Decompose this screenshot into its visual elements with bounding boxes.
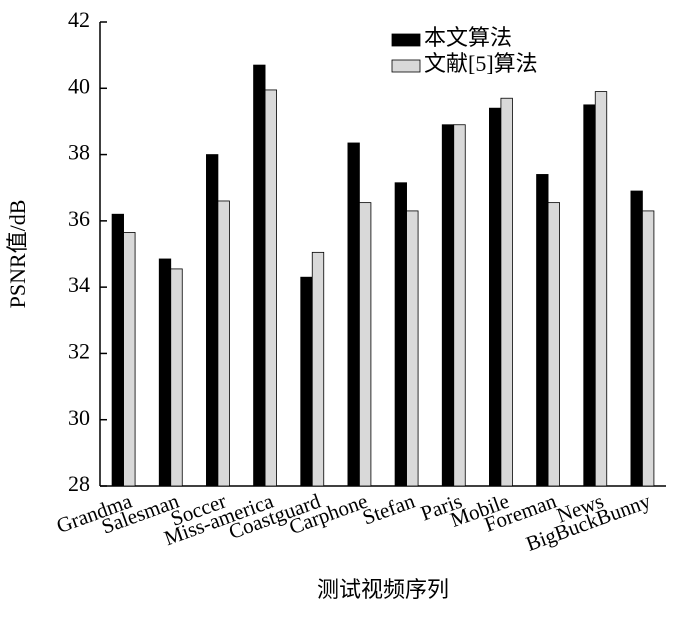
bar [359, 202, 372, 487]
bar [300, 276, 313, 487]
y-tick-label: 32 [68, 338, 90, 363]
bar [630, 190, 643, 487]
bar [170, 268, 183, 487]
y-tick-label: 38 [68, 140, 90, 165]
bar [253, 64, 266, 487]
bar [642, 210, 655, 487]
bar [111, 213, 124, 487]
y-axis-title: PSNR值/dB [5, 200, 30, 309]
bar [311, 251, 325, 487]
bar [489, 107, 502, 487]
y-tick-label: 30 [68, 405, 90, 430]
bar [206, 154, 219, 487]
bar [536, 174, 549, 487]
bar [264, 89, 277, 487]
bar [158, 258, 172, 487]
bar [347, 142, 360, 487]
legend-label: 本文算法 [424, 25, 512, 50]
legend-label: 文献[5]算法 [424, 51, 538, 76]
y-tick-label: 42 [68, 7, 90, 32]
bar [453, 124, 466, 487]
y-tick-label: 36 [68, 206, 90, 231]
bar [394, 182, 407, 487]
bar [583, 104, 596, 487]
bar [441, 124, 455, 487]
x-axis-title: 测试视频序列 [317, 577, 449, 602]
bar [594, 91, 608, 487]
y-tick-label: 40 [68, 73, 90, 98]
legend-swatch [391, 59, 421, 73]
legend-swatch [391, 33, 421, 47]
y-tick-label: 28 [68, 471, 90, 496]
x-tick-label: Stefan [359, 488, 418, 529]
bar [547, 202, 560, 487]
y-tick-label: 34 [68, 272, 90, 297]
bar [406, 210, 419, 487]
bar [500, 97, 513, 487]
bar [217, 200, 230, 487]
bar [123, 232, 136, 487]
